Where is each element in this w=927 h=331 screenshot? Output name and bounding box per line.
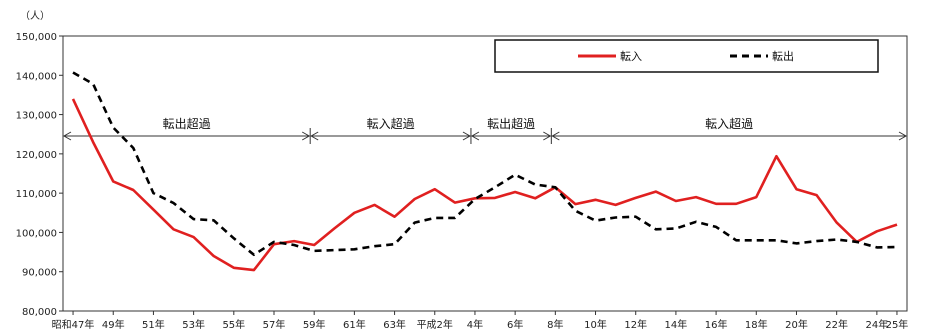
x-tick-label: 18年 bbox=[745, 318, 768, 331]
x-tick-label: 16年 bbox=[705, 318, 728, 331]
plot-area bbox=[62, 35, 908, 312]
x-tick-label: 8年 bbox=[547, 318, 563, 331]
series-line-tenshutsu bbox=[72, 71, 898, 257]
x-tick-label: 22年 bbox=[825, 318, 848, 331]
y-tick-label: 80,000 bbox=[22, 307, 57, 318]
y-tick-label: 90,000 bbox=[22, 268, 57, 279]
period-arrowhead-right bbox=[898, 131, 908, 141]
series-group bbox=[71, 71, 898, 272]
period-arrowhead-left bbox=[310, 131, 319, 141]
x-tick-label: 63年 bbox=[383, 318, 406, 331]
period-arrowhead-right bbox=[543, 131, 552, 141]
x-tick-label: 6年 bbox=[507, 318, 523, 331]
x-tick-label: 10年 bbox=[584, 318, 607, 331]
x-tick-label: 61年 bbox=[343, 318, 366, 331]
legend-label-tenshutsu: 転出 bbox=[772, 49, 794, 63]
period-annotations: 転出超過 転入超過 転出超過 転入超過 bbox=[62, 116, 908, 144]
legend-box bbox=[494, 39, 879, 73]
y-tick-label: 130,000 bbox=[16, 111, 57, 122]
period-label: 転出超過 bbox=[163, 116, 211, 131]
x-tick-label: 25年 bbox=[886, 318, 909, 331]
x-tick-label: 12年 bbox=[624, 318, 647, 331]
y-tick-label: 150,000 bbox=[16, 32, 57, 43]
period-arrowhead-right bbox=[462, 131, 471, 141]
x-tick-label: 53年 bbox=[182, 318, 205, 331]
period-arrowhead-left bbox=[62, 131, 72, 141]
y-tick-label: 120,000 bbox=[16, 150, 57, 161]
period-arrowhead-left bbox=[551, 131, 560, 141]
legend: 転入 転出 bbox=[494, 39, 879, 73]
x-tick-label: 14年 bbox=[665, 318, 688, 331]
period-label: 転入超過 bbox=[367, 116, 415, 131]
period-label: 転出超過 bbox=[487, 116, 535, 131]
y-tick-label: 100,000 bbox=[16, 228, 57, 239]
legend-label-tennyu: 転入 bbox=[620, 50, 642, 63]
x-tick-label: 57年 bbox=[263, 318, 286, 331]
x-tick-label: 49年 bbox=[102, 318, 125, 331]
x-axis: 昭和47年 49年 51年 53年 55年 57年 59年 61年 63年 平成2年 4年 6年 8年 1… bbox=[52, 311, 909, 331]
period-arrowhead-left bbox=[470, 131, 480, 141]
x-tick-label: 24年 bbox=[865, 318, 888, 331]
y-axis: 80,000 90,000 100,000 110,000 120,000 130,000… bbox=[16, 32, 63, 318]
x-tick-label: 20年 bbox=[785, 318, 808, 331]
y-tick-label: 140,000 bbox=[16, 71, 57, 82]
period-label: 転入超過 bbox=[705, 116, 753, 131]
period-arrowhead-right bbox=[301, 131, 311, 141]
x-tick-label: 4年 bbox=[467, 318, 483, 331]
y-unit-label: （人） bbox=[20, 10, 50, 22]
x-tick-label: 59年 bbox=[303, 318, 326, 331]
series-line-tennyu bbox=[71, 98, 898, 272]
x-tick-label: 平成2年 bbox=[417, 318, 453, 331]
x-tick-label: 55年 bbox=[222, 318, 245, 331]
x-tick-label: 51年 bbox=[142, 318, 165, 331]
x-tick-label: 昭和47年 bbox=[52, 318, 95, 331]
y-tick-label: 110,000 bbox=[16, 189, 57, 200]
